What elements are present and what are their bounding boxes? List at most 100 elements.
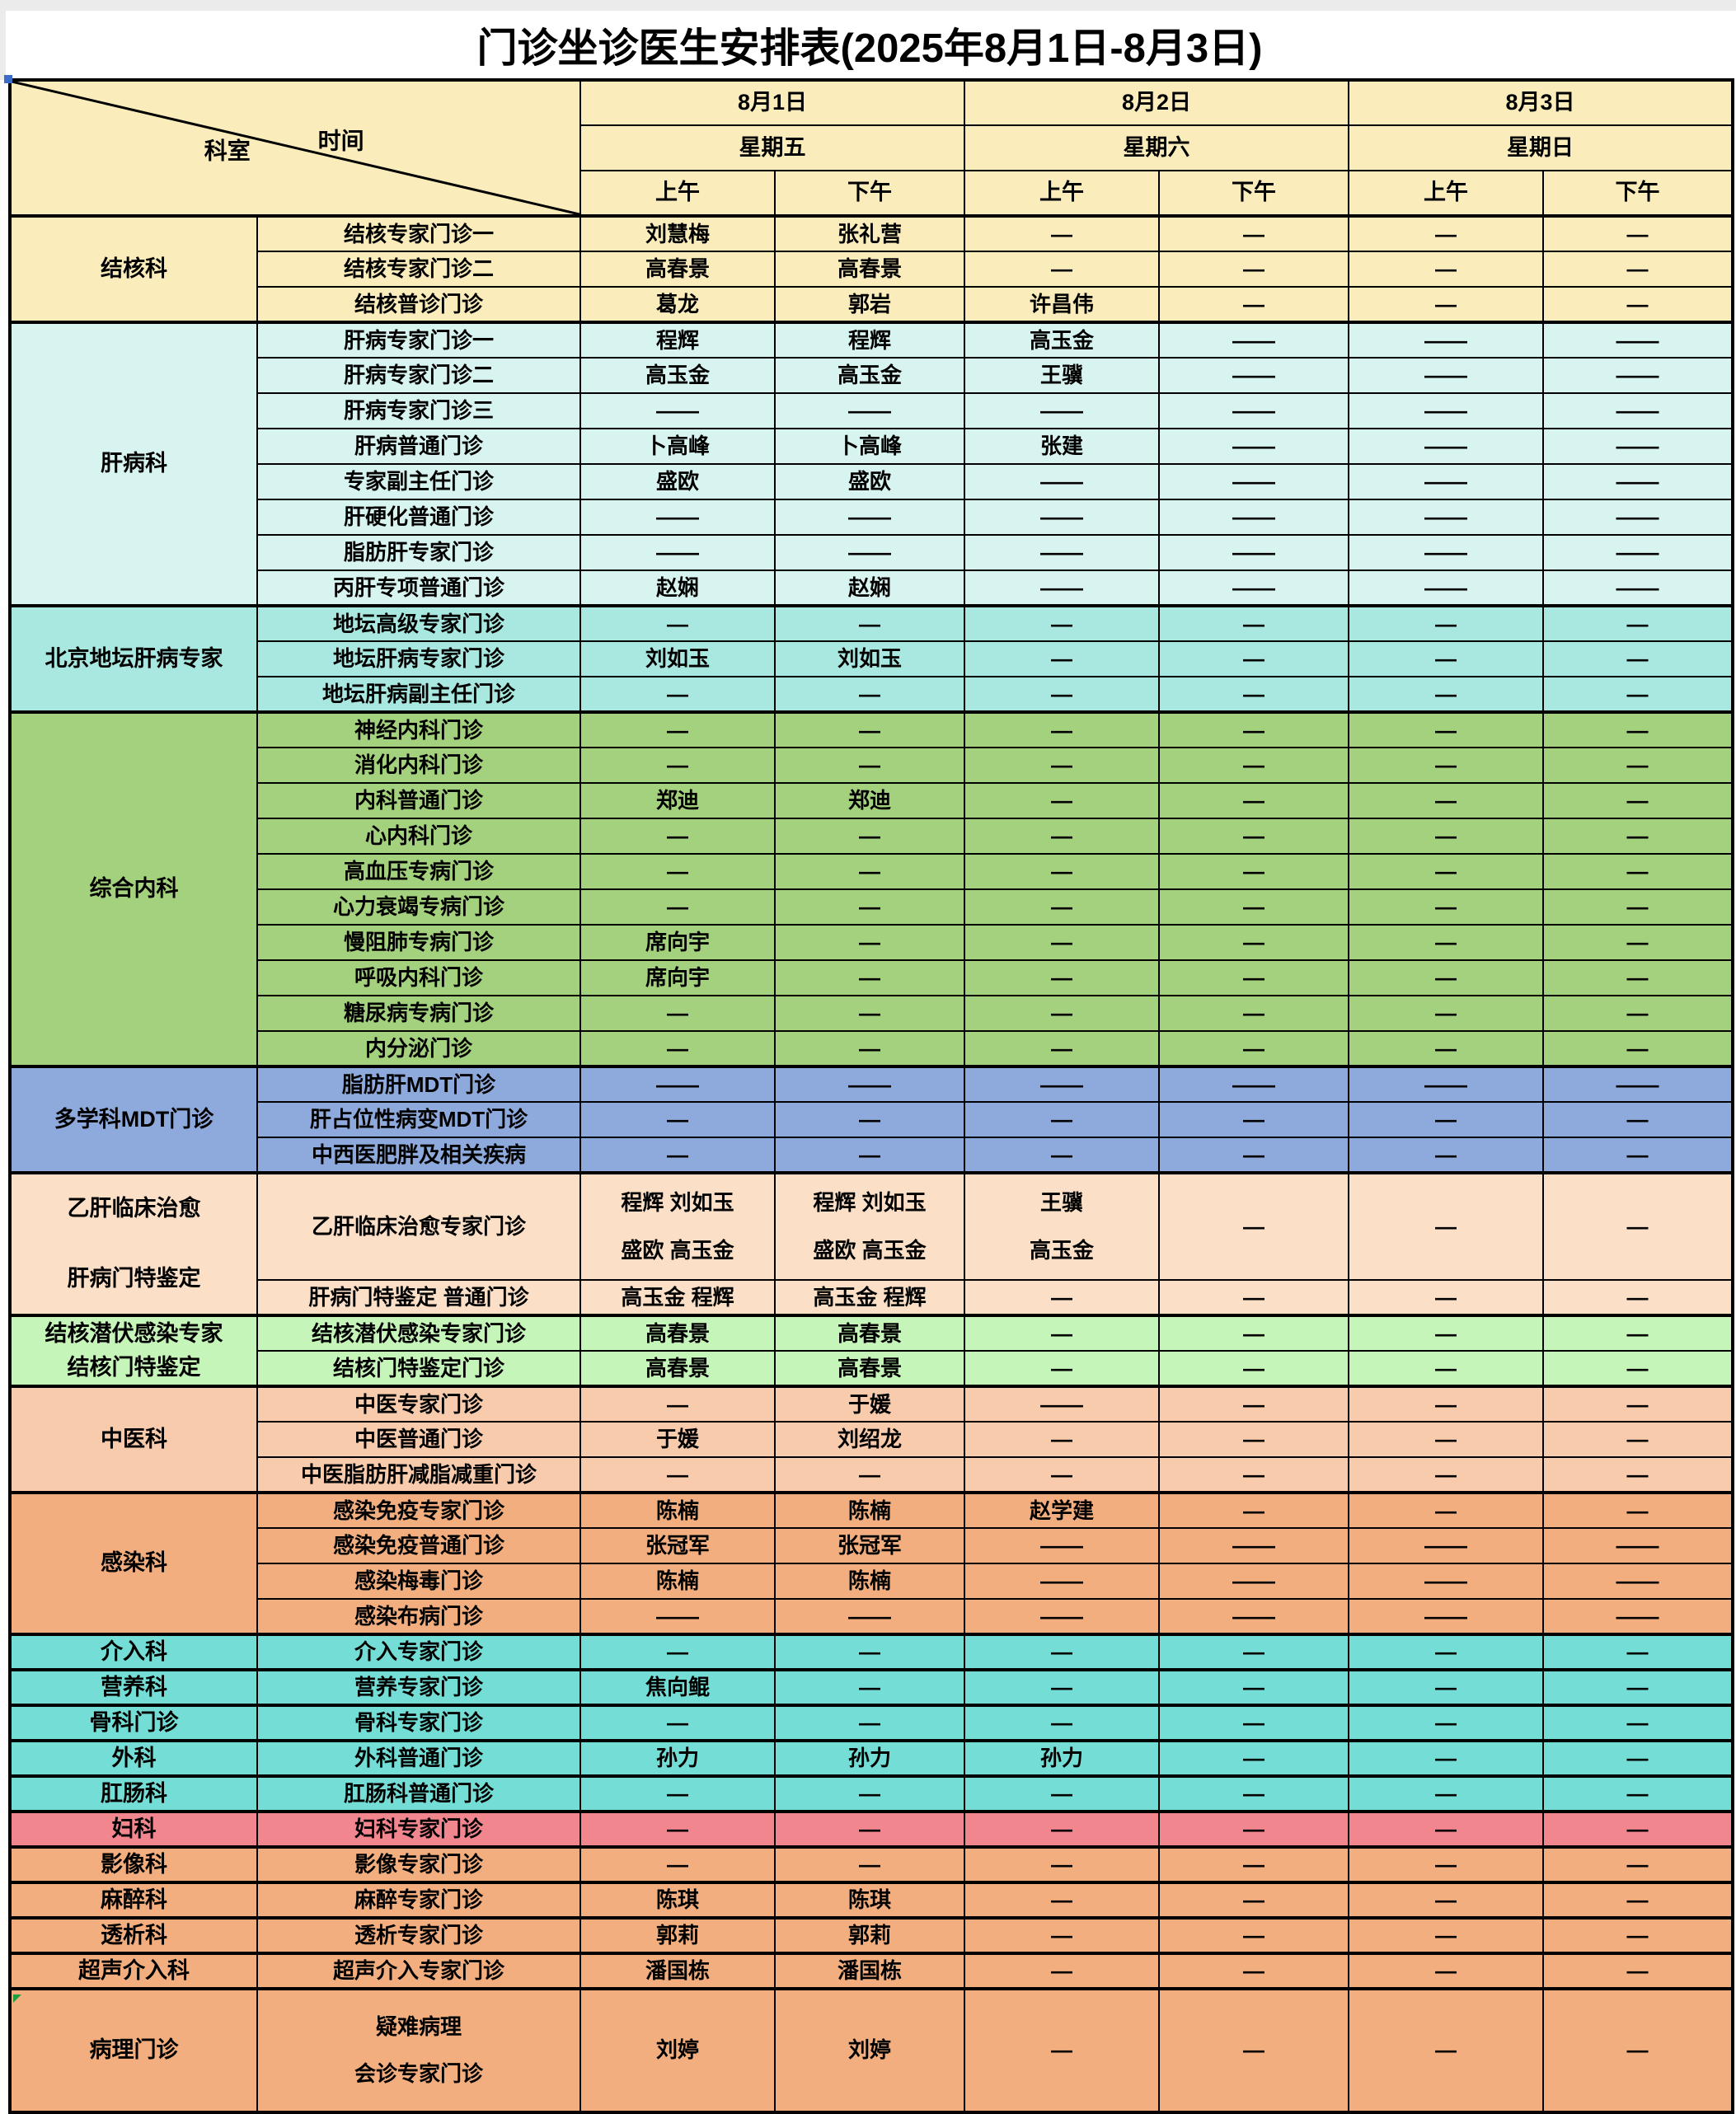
weekday-header: 星期六 (964, 124, 1350, 171)
clinic-name: 肝病普通门诊 (256, 428, 581, 465)
schedule-cell: —— (1158, 1598, 1350, 1635)
clinic-name: 中医专家门诊 (256, 1385, 581, 1423)
schedule-cell: — (964, 251, 1161, 288)
schedule-cell: — (773, 1633, 966, 1671)
schedule-cell: — (579, 676, 776, 713)
schedule-cell: — (1542, 995, 1734, 1032)
schedule-cell: —— (1158, 321, 1350, 359)
schedule-cell: — (773, 1137, 966, 1174)
schedule-cell: —— (579, 1598, 776, 1635)
schedule-cell: 郭莉 (773, 1916, 966, 1954)
clinic-name: 高血压专病门诊 (256, 853, 581, 890)
schedule-cell: — (1542, 747, 1734, 784)
department-label: 综合内科 (12, 875, 256, 903)
schedule-cell: — (964, 1633, 1161, 1671)
schedule-cell: 高春景 (579, 1314, 776, 1352)
schedule-cell: —— (1348, 1598, 1545, 1635)
schedule-cell: —— (773, 392, 966, 429)
date-header: 8月2日 (964, 79, 1350, 126)
clinic-name: 结核专家门诊二 (256, 251, 581, 288)
schedule-cell: —— (1348, 1563, 1545, 1600)
schedule-cell: —— (964, 499, 1161, 536)
clinic-name: 肝病专家门诊三 (256, 392, 581, 429)
schedule-cell: — (1158, 1030, 1350, 1067)
department-label-line: 病理门诊 (89, 2037, 179, 2063)
schedule-cell: 陈楠 (773, 1563, 966, 1600)
department-label-line: 营养科 (101, 1674, 167, 1699)
schedule-cell: — (1158, 604, 1350, 642)
schedule-cell: — (1158, 1314, 1350, 1352)
clinic-name: 肝病门特鉴定 普通门诊 (256, 1279, 581, 1316)
schedule-cell: — (773, 853, 966, 890)
selection-handle (4, 75, 12, 83)
schedule-cell: 陈琪 (579, 1881, 776, 1919)
schedule-cell: 程辉 (773, 321, 966, 359)
schedule-cell: —— (1158, 534, 1350, 571)
schedule-cell: — (1158, 995, 1350, 1032)
schedule-cell: 席向宇 (579, 959, 776, 996)
schedule-cell: — (1348, 747, 1545, 784)
schedule-cell: — (1158, 1952, 1350, 1990)
department-label-line: 肝病科 (101, 451, 167, 476)
schedule-cell: — (1158, 888, 1350, 926)
schedule-cell: — (1542, 853, 1734, 890)
schedule-cell: — (1542, 1774, 1734, 1812)
schedule-cell: — (1542, 1987, 1734, 2113)
schedule-cell: 焦向鲲 (579, 1668, 776, 1706)
clinic-name: 影像专家门诊 (256, 1845, 581, 1883)
schedule-cell: — (1348, 782, 1545, 819)
schedule-cell: — (579, 853, 776, 890)
schedule-cell: — (1348, 710, 1545, 748)
schedule-cell: — (1542, 1952, 1734, 1990)
department-label-line: 透析科 (101, 1922, 167, 1948)
schedule-cell: — (773, 1704, 966, 1741)
schedule-cell: —— (964, 1598, 1161, 1635)
schedule-cell: — (1158, 1987, 1350, 2113)
schedule-cell: — (1542, 1171, 1734, 1281)
window-chrome-left (0, 11, 6, 80)
schedule-cell: — (1348, 1137, 1545, 1174)
schedule-cell: — (964, 959, 1161, 996)
schedule-cell: 陈楠 (579, 1491, 776, 1529)
schedule-cell: — (1348, 959, 1545, 996)
schedule-cell: — (1348, 1952, 1545, 1990)
schedule-cell: — (773, 1668, 966, 1706)
department-label: 麻醉科 (12, 1887, 256, 1915)
department-name: 肝病科 (9, 321, 258, 607)
schedule-cell: 席向宇 (579, 924, 776, 961)
schedule-cell: —— (579, 499, 776, 536)
schedule-cell: —— (964, 463, 1161, 500)
schedule-cell: — (964, 710, 1161, 748)
clinic-name: 中西医肥胖及相关疾病 (256, 1137, 581, 1174)
schedule-cell: —— (1348, 499, 1545, 536)
schedule-cell: 高春景 (773, 1350, 966, 1387)
schedule-cell: — (1348, 286, 1545, 323)
schedule-cell: — (1158, 1810, 1350, 1848)
schedule-cell: — (579, 1633, 776, 1671)
clinic-name: 肝硬化普通门诊 (256, 499, 581, 536)
department-label-line: 肛肠科 (101, 1780, 167, 1806)
department-name: 感染科 (9, 1491, 258, 1635)
schedule-cell: — (1348, 640, 1545, 677)
schedule-cell: — (1348, 1101, 1545, 1138)
schedule-cell: — (1158, 924, 1350, 961)
schedule-cell: — (964, 853, 1161, 890)
schedule-cell: — (1348, 1810, 1545, 1848)
clinic-name: 呼吸内科门诊 (256, 959, 581, 996)
schedule-cell: — (1542, 676, 1734, 713)
schedule-cell: 刘绍龙 (773, 1421, 966, 1458)
schedule-cell: 卜高峰 (579, 428, 776, 465)
department-label: 外科 (12, 1745, 256, 1773)
schedule-cell: —— (1542, 1563, 1734, 1600)
schedule-cell: — (579, 1845, 776, 1883)
schedule-cell: 刘慧梅 (579, 214, 776, 252)
department-label: 北京地坛肝病专家 (12, 645, 256, 673)
department-name: 介入科 (9, 1633, 258, 1671)
schedule-cell: —— (1348, 570, 1545, 607)
schedule-cell: — (579, 1137, 776, 1174)
clinic-name: 肝病专家门诊一 (256, 321, 581, 359)
schedule-cell: — (773, 1030, 966, 1067)
schedule-cell: — (1348, 1421, 1545, 1458)
clinic-name: 中医脂肪肝减脂减重门诊 (256, 1456, 581, 1493)
schedule-cell: —— (1348, 357, 1545, 394)
